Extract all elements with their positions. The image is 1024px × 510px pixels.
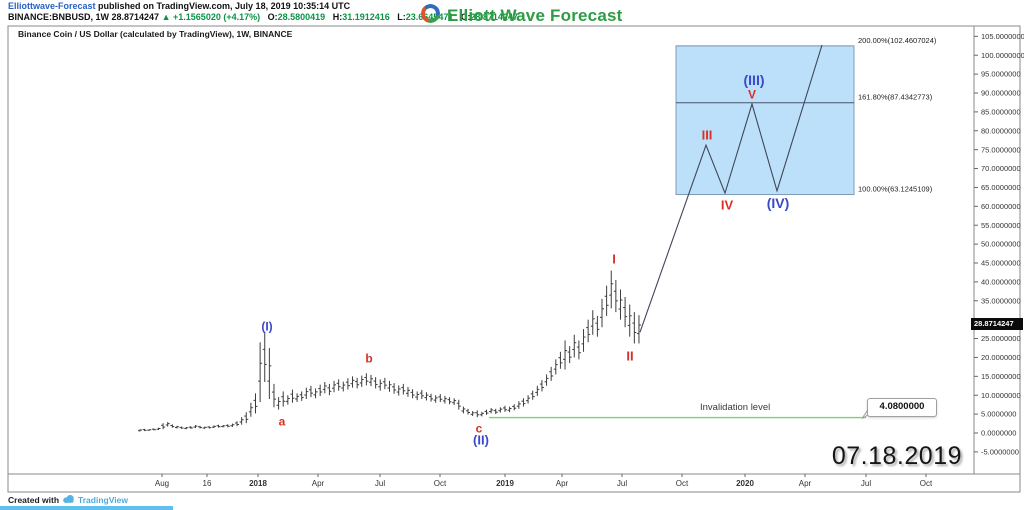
price-tick-label: 90.0000000 <box>981 89 1021 98</box>
last-price: 28.8714247 <box>111 12 160 22</box>
symbol-quote-line: BINANCE:BNBUSD, 1W 28.8714247 ▲ +1.15650… <box>8 12 518 22</box>
price-tick-label: 85.0000000 <box>981 107 1021 116</box>
chart-frame <box>7 25 1021 493</box>
time-tick-label: Apr <box>799 479 812 488</box>
invalidation-price-callout: 4.0800000 <box>867 398 937 417</box>
wave-label-a: a <box>279 414 286 428</box>
price-tick-label: 55.0000000 <box>981 221 1021 230</box>
price-tick-label: 15.0000000 <box>981 372 1021 381</box>
price-tick-label: 45.0000000 <box>981 259 1021 268</box>
wave-label-IV: (IV) <box>767 195 790 211</box>
high-label: H: <box>332 12 343 22</box>
publisher-link[interactable]: Elliottwave-Forecast <box>8 1 96 11</box>
price-tick-label: 80.0000000 <box>981 126 1021 135</box>
close-label: C: <box>460 12 471 22</box>
price-tick-label: 50.0000000 <box>981 240 1021 249</box>
wave-label-b: b <box>365 351 372 365</box>
price-tick-label: 25.0000000 <box>981 334 1021 343</box>
time-tick-label: 16 <box>203 479 212 488</box>
price-tick-label: 70.0000000 <box>981 164 1021 173</box>
time-tick-label: Jul <box>861 479 871 488</box>
price-change: +1.1565020 (+4.17%) <box>173 12 261 22</box>
wave-label-I: I <box>612 252 616 267</box>
tradingview-link[interactable]: TradingView <box>78 495 128 505</box>
price-tick-label: 20.0000000 <box>981 353 1021 362</box>
wave-label-III: III <box>702 128 713 143</box>
price-bars <box>138 270 641 432</box>
price-tick-label: 35.0000000 <box>981 296 1021 305</box>
published-text: published on TradingView.com, July 18, 2… <box>95 1 351 11</box>
time-tick-label: 2020 <box>736 479 754 488</box>
price-tick-label: 75.0000000 <box>981 145 1021 154</box>
time-tick-label: Apr <box>556 479 569 488</box>
created-with-text: Created with <box>8 495 60 505</box>
time-tick-label: 2018 <box>249 479 267 488</box>
fib-level-label: 161.80%(87.4342773) <box>858 93 933 102</box>
wave-label-II: II <box>626 349 633 364</box>
wave-label-I: (I) <box>261 319 272 333</box>
wave-label-II: (II) <box>473 433 489 448</box>
price-tick-label: 100.0000000 <box>981 51 1024 60</box>
published-line: Elliottwave-Forecast published on Tradin… <box>8 1 350 11</box>
price-tick-label: 105.0000000 <box>981 32 1024 41</box>
brand-logo: Elliott Wave Forecast <box>420 3 623 29</box>
invalidation-level-label: Invalidation level <box>700 402 771 413</box>
time-tick-label: Oct <box>434 479 447 488</box>
time-tick-label: Jul <box>375 479 385 488</box>
fib-extension-box <box>675 45 855 196</box>
price-tick-label: 60.0000000 <box>981 202 1021 211</box>
price-tick-label: 5.0000000 <box>981 410 1016 419</box>
current-price-tag: 28.8714247 <box>971 317 1023 330</box>
up-arrow-icon: ▲ <box>161 12 171 22</box>
open-label: O: <box>267 12 278 22</box>
price-tick-label: -5.0000000 <box>981 447 1019 456</box>
time-tick-label: 2019 <box>496 479 514 488</box>
fib-level-label: 100.00%(63.1245109) <box>858 185 933 194</box>
tradingview-cloud-icon <box>62 494 75 506</box>
footer-credit: Created with TradingView <box>8 494 128 506</box>
wave-label-V: V <box>748 87 756 101</box>
low-value: 23.6645471 <box>405 12 454 22</box>
fib-level-label: 200.00%(102.4607024) <box>858 36 937 45</box>
chart-title: Binance Coin / US Dollar (calculated by … <box>18 29 293 39</box>
symbol-label: BINANCE:BNBUSD, 1W <box>8 12 109 22</box>
projected-wave-path <box>639 44 823 333</box>
price-tick-label: 10.0000000 <box>981 391 1021 400</box>
wave-label-IV: IV <box>721 198 734 213</box>
brand-name: Elliott Wave Forecast <box>447 6 623 25</box>
close-value: 28.8714247 <box>470 12 518 22</box>
date-watermark: 07.18.2019 <box>831 442 962 470</box>
time-tick-label: Oct <box>920 479 933 488</box>
wave-label-III: (III) <box>744 72 765 88</box>
price-tick-label: 65.0000000 <box>981 183 1021 192</box>
price-tick-label: 40.0000000 <box>981 277 1021 286</box>
low-label: L: <box>397 12 406 22</box>
time-tick-label: Apr <box>312 479 325 488</box>
time-tick-label: Aug <box>155 479 169 488</box>
price-tick-label: 95.0000000 <box>981 70 1021 79</box>
wave-label-c: c <box>476 421 483 435</box>
time-tick-label: Jul <box>617 479 627 488</box>
brand-swirl-icon <box>420 3 441 29</box>
time-tick-label: Oct <box>676 479 689 488</box>
high-value: 31.1912416 <box>342 12 390 22</box>
price-tick-label: 0.0000000 <box>981 429 1016 438</box>
bottom-banner-strip <box>0 506 173 510</box>
open-value: 28.5800419 <box>277 12 326 22</box>
